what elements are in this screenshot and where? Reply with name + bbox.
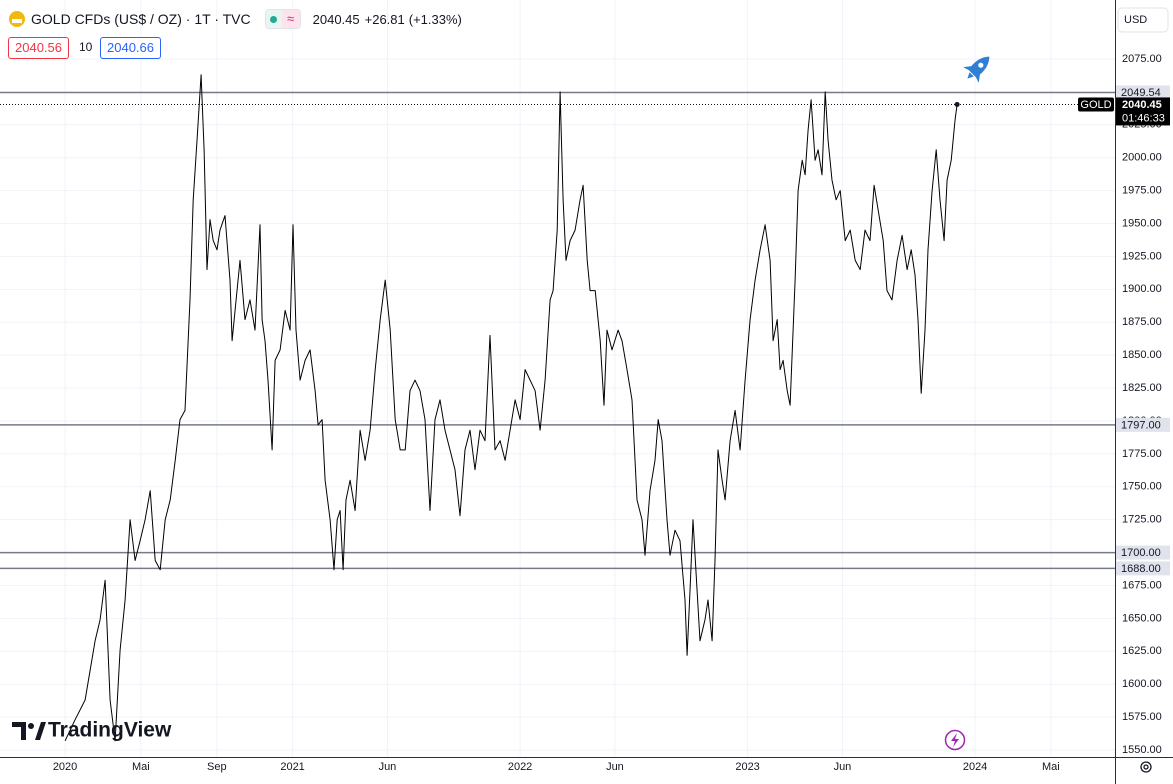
level-label-box xyxy=(1116,85,1170,100)
y-tick-label: 1900.00 xyxy=(1122,283,1162,295)
symbol-label: GOLD xyxy=(1080,99,1111,111)
change-percent: (+1.33%) xyxy=(408,11,462,27)
level-label: 1688.00 xyxy=(1121,563,1161,575)
currency-button[interactable] xyxy=(1117,7,1169,33)
x-tick-label: 2021 xyxy=(280,761,304,773)
y-tick-label: 2000.00 xyxy=(1122,152,1162,164)
series xyxy=(64,74,960,742)
symbol-label-box xyxy=(1078,97,1114,112)
x-tick-label: Mai xyxy=(1042,761,1060,773)
symbol-icon xyxy=(9,11,25,27)
level-label: 2049.54 xyxy=(1121,87,1161,99)
sell-button[interactable]: 2040.56 xyxy=(8,37,69,59)
x-tick-label: 2020 xyxy=(53,761,77,773)
watermark-logo xyxy=(12,722,46,740)
last-price-label: 2040.45 xyxy=(1122,99,1162,111)
buy-button[interactable]: 2040.66 xyxy=(100,37,161,59)
y-tick-label: 1975.00 xyxy=(1122,185,1162,197)
y-tick-label: 1850.00 xyxy=(1122,349,1162,361)
y-tick-label: 1750.00 xyxy=(1122,481,1162,493)
last-price: 2040.45 xyxy=(312,11,360,27)
last-price-dot xyxy=(954,101,960,107)
y-tick-label: 1925.00 xyxy=(1122,250,1162,262)
y-tick-label: 1825.00 xyxy=(1122,382,1162,394)
countdown: 01:46:33 xyxy=(1122,112,1165,124)
axes: 1550.00 1575.00 1600.00 1625.00 1650.00 1675.… xyxy=(53,53,1170,773)
price-line xyxy=(64,74,958,742)
y-tick-label: 1725.00 xyxy=(1122,514,1162,526)
y-tick-label: 1875.00 xyxy=(1122,316,1162,328)
y-tick-label: 1600.00 xyxy=(1122,678,1162,690)
y-tick-label: 1775.00 xyxy=(1122,448,1162,460)
y-tick-label: 1550.00 xyxy=(1122,744,1162,756)
x-tick-label: Jun xyxy=(834,761,852,773)
symbol-title: GOLD CFDs (US$ / OZ) · 1T · TVC xyxy=(31,11,251,27)
spread: 10 xyxy=(73,37,99,57)
last-price-box xyxy=(1116,97,1170,126)
settings-button[interactable] xyxy=(1140,761,1152,773)
y-tick-label: 1650.00 xyxy=(1122,612,1162,624)
x-tick-label: Sep xyxy=(207,761,227,773)
levels xyxy=(0,91,1115,570)
x-tick-label: 2023 xyxy=(735,761,759,773)
x-tick-label: 2024 xyxy=(963,761,987,773)
x-tick-label: Jun xyxy=(606,761,624,773)
lightning-button[interactable] xyxy=(944,729,966,751)
watermark: TradingView xyxy=(48,719,172,742)
level-label-box xyxy=(1116,561,1170,576)
level-label: 1700.00 xyxy=(1121,547,1161,559)
x-tick-label: 2022 xyxy=(508,761,532,773)
status-badges[interactable]: ≈ xyxy=(264,9,301,29)
legend-row: GOLD CFDs (US$ / OZ) · 1T · TVC ≈ 2040.4… xyxy=(8,9,462,29)
x-tick-label: Mai xyxy=(132,761,150,773)
y-tick-label: 1575.00 xyxy=(1122,711,1162,723)
level-label-box xyxy=(1116,417,1170,432)
x-tick-label: Jun xyxy=(379,761,397,773)
y-tick-label: 2075.00 xyxy=(1122,53,1162,65)
y-tick-label: 1950.00 xyxy=(1122,217,1162,229)
currency: USD xyxy=(1124,14,1147,26)
y-tick-label: 1625.00 xyxy=(1122,645,1162,657)
y-tick-label: 1675.00 xyxy=(1122,579,1162,591)
level-label: 1797.00 xyxy=(1121,419,1161,431)
level-label-box xyxy=(1116,545,1170,560)
change: +26.81 xyxy=(364,11,405,27)
